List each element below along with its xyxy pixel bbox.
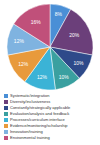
html-text:Processes/curriculum interface: Processes/curriculum interface [10, 117, 65, 122]
svg-text:10%: 10% [59, 74, 70, 80]
svg-text:10%: 10% [74, 60, 85, 66]
svg-text:20%: 20% [69, 32, 80, 38]
svg-text:12%: 12% [18, 61, 29, 67]
svg-text:12%: 12% [37, 74, 48, 80]
html-text:Constantly/strategically appli: Constantly/strategically applicable [10, 105, 71, 110]
html-text:Environmental training: Environmental training [10, 135, 50, 140]
html-text:Innovation/training: Innovation/training [10, 129, 43, 134]
html-text:Evaluation/analysis and feedba: Evaluation/analysis and feedback [10, 111, 70, 116]
html-text:Diversity/inclusiveness: Diversity/inclusiveness [10, 99, 51, 104]
svg-text:8%: 8% [55, 11, 63, 17]
html-text:Systematic/integration: Systematic/integration [10, 93, 50, 98]
svg-text:16%: 16% [31, 19, 42, 25]
svg-text:12%: 12% [14, 38, 25, 44]
html-text:Evidence/monitoring/scholarshi: Evidence/monitoring/scholarship [10, 123, 68, 128]
